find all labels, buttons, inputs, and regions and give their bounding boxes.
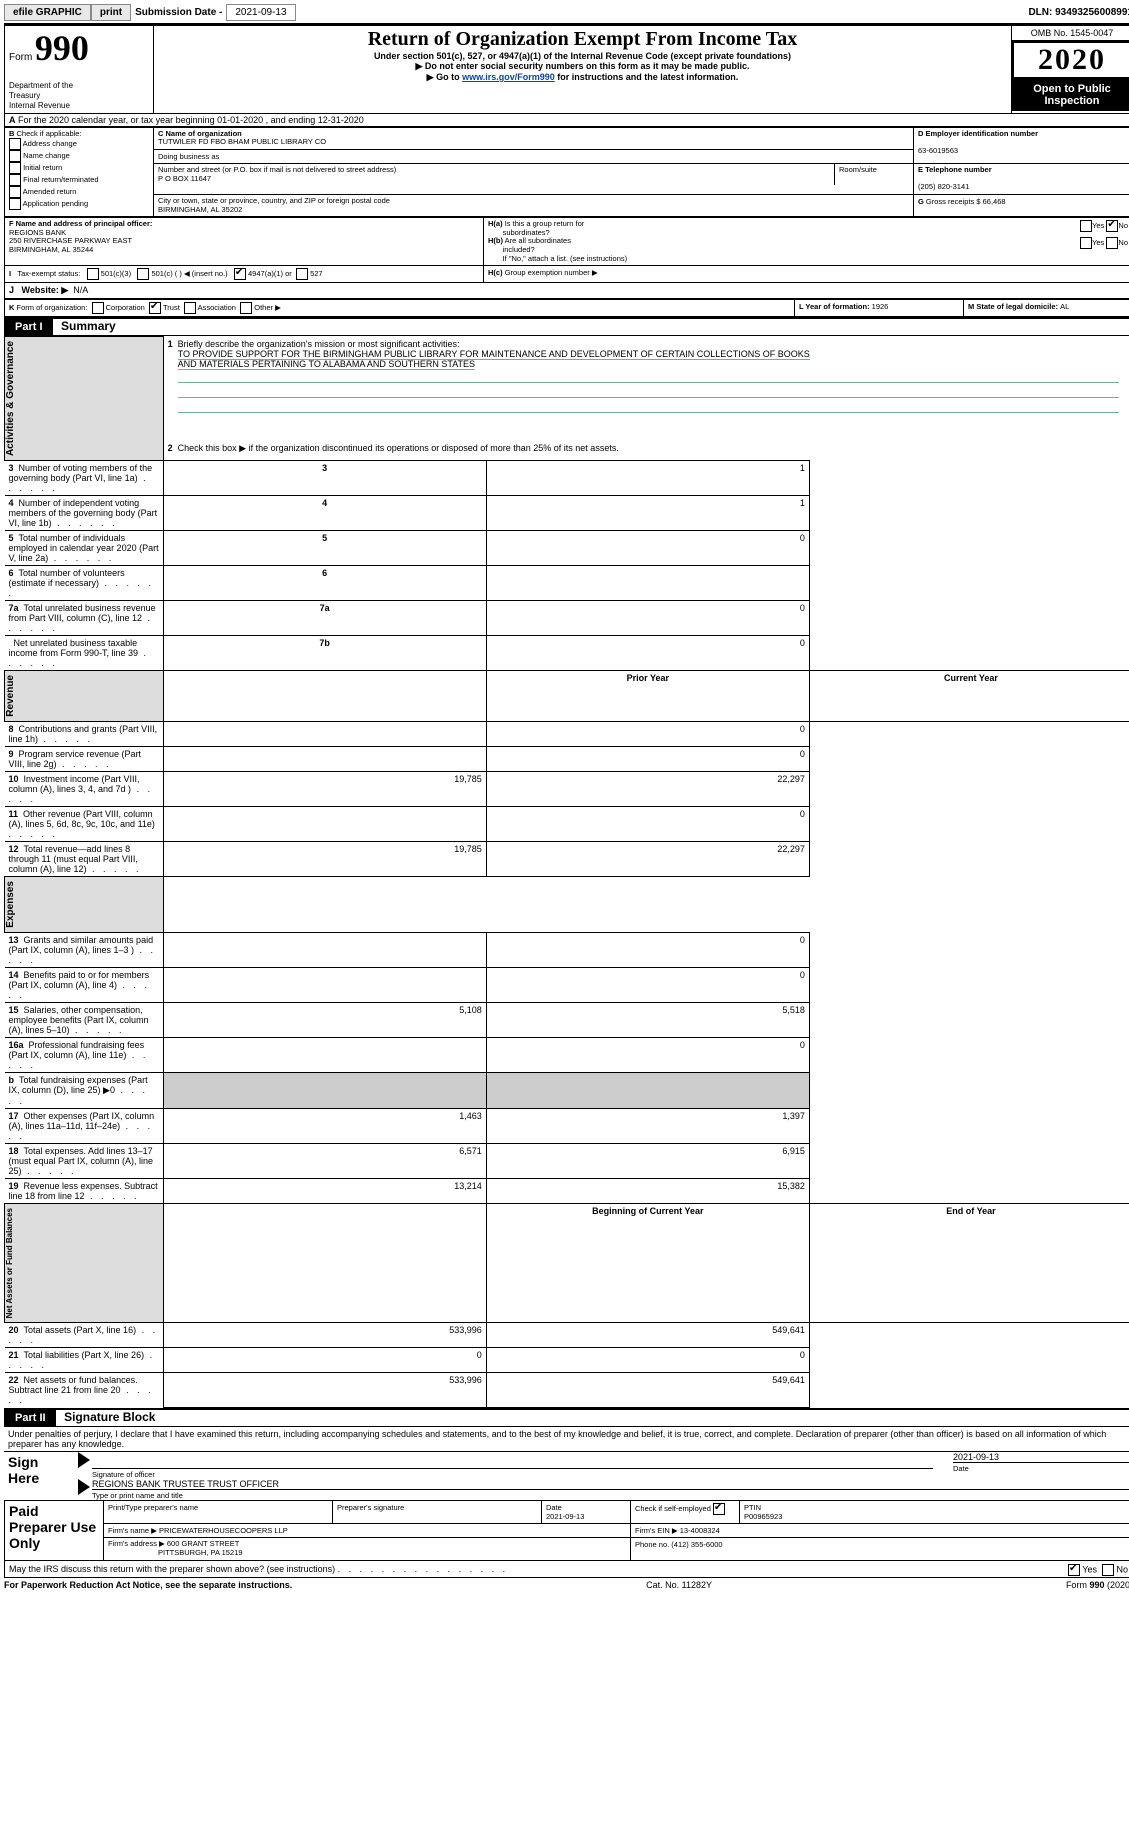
mission-text2: AND MATERIALS PERTAINING TO ALABAMA AND … [178, 359, 475, 370]
arrow-icon [78, 1452, 90, 1468]
data-row: 22 Net assets or fund balances. Subtract… [5, 1373, 1129, 1408]
arrow-icon [78, 1479, 90, 1495]
gov-row: 7a Total unrelated business revenue from… [5, 601, 1129, 636]
topbar: efile GRAPHIC print Submission Date - 20… [4, 4, 1129, 21]
tax-year: 2020 [1038, 43, 1106, 76]
footer: For Paperwork Reduction Act Notice, see … [4, 1580, 1129, 1590]
subdate-label: Submission Date - [135, 7, 222, 18]
part1-label: Part I [5, 319, 53, 335]
box-c-name: C Name of organization TUTWILER FD FBO B… [154, 127, 914, 149]
mission-text1: TO PROVIDE SUPPORT FOR THE BIRMINGHAM PU… [178, 349, 810, 360]
discuss: May the IRS discuss this return with the… [4, 1561, 1129, 1578]
pt-self: Check if self-employed [631, 1501, 740, 1524]
data-row: 12 Total revenue—add lines 8 through 11 … [5, 842, 1129, 877]
dln: DLN: 93493256008991 [1028, 7, 1129, 18]
firm-addr: Firm's address ▶ 600 GRANT STREET PITTSB… [104, 1538, 631, 1560]
gov-row: 3 Number of voting members of the govern… [5, 461, 1129, 496]
pt-date: Date2021-09-13 [542, 1501, 631, 1524]
subdate: 2021-09-13 [226, 4, 295, 21]
data-row: 8 Contributions and grants (Part VIII, l… [5, 722, 1129, 747]
line-a: A For the 2020 calendar year, or tax yea… [4, 114, 1129, 127]
firm-phone: Phone no. (412) 355-6000 [631, 1538, 1129, 1560]
form-number: 990 [35, 28, 89, 68]
part2-title: Signature Block [58, 1408, 161, 1426]
data-row: 14 Benefits paid to or for members (Part… [5, 967, 1129, 1002]
side-rev: Revenue [5, 671, 16, 721]
part2-label: Part II [5, 1410, 56, 1426]
gov-row: 6 Total number of volunteers (estimate i… [5, 566, 1129, 601]
pt-name: Print/Type preparer's name [104, 1501, 333, 1524]
box-f: F Name and address of principal officer:… [5, 218, 484, 266]
col-prior: Prior Year [486, 671, 809, 722]
data-row: 9 Program service revenue (Part VIII, li… [5, 747, 1129, 772]
col-curr: Current Year [809, 671, 1129, 722]
gov-row: Net unrelated business taxable income fr… [5, 636, 1129, 671]
box-h: H(a) Is this a group return for Yes No s… [484, 218, 1129, 266]
col-end: End of Year [809, 1203, 1129, 1322]
box-d: D Employer identification number 63-6019… [914, 127, 1129, 163]
box-g: G Gross receipts $ 66,468 [914, 194, 1129, 216]
form990-link[interactable]: www.irs.gov/Form990 [462, 72, 555, 82]
side-exp: Expenses [5, 877, 16, 932]
gov-row: 5 Total number of individuals employed i… [5, 531, 1129, 566]
sub3: ▶ Go to www.irs.gov/Form990 for instruct… [158, 72, 1007, 83]
mission-label: Briefly describe the organization's miss… [178, 339, 460, 349]
box-c-dba: Doing business as [154, 150, 914, 164]
firm-ein: Firm's EIN ▶ 13-4008324 [631, 1524, 1129, 1538]
data-row: 19 Revenue less expenses. Subtract line … [5, 1178, 1129, 1203]
side-net: Net Assets or Fund Balances [5, 1204, 14, 1322]
data-row: 16a Professional fundraising fees (Part … [5, 1037, 1129, 1072]
sig-date-label: Date [953, 1464, 969, 1473]
box-b: B Check if applicable: Address change Na… [5, 127, 154, 216]
omb: OMB No. 1545-0047 [1012, 26, 1129, 41]
data-row: b Total fundraising expenses (Part IX, c… [5, 1072, 1129, 1108]
sub1: Under section 501(c), 527, or 4947(a)(1)… [158, 51, 1007, 61]
line-k: K Form of organization: Corporation Trus… [5, 300, 795, 317]
data-row: 10 Investment income (Part VIII, column … [5, 772, 1129, 807]
room-suite: Room/suite [835, 164, 913, 185]
data-row: 21 Total liabilities (Part X, line 26) .… [5, 1348, 1129, 1373]
paid-preparer: Paid Preparer Use Only [5, 1501, 104, 1560]
website: J Website: ▶ N/A [4, 283, 1129, 299]
open-public: Open to PublicInspection [1012, 79, 1129, 111]
pt-sig: Preparer's signature [333, 1501, 542, 1524]
data-row: 15 Salaries, other compensation, employe… [5, 1002, 1129, 1037]
officer-name: REGIONS BANK TRUSTEE TRUST OFFICER [92, 1479, 1129, 1490]
declaration: Under penalties of perjury, I declare th… [4, 1427, 1129, 1452]
box-hc: H(c) Group exemption number ▶ [484, 266, 1129, 283]
title: Return of Organization Exempt From Incom… [158, 28, 1007, 51]
firm-name: Firm's name ▶ PRICEWATERHOUSECOOPERS LLP [104, 1524, 631, 1538]
data-row: 11 Other revenue (Part VIII, column (A),… [5, 807, 1129, 842]
pt-ptin: PTINP00965923 [740, 1501, 1129, 1524]
dept-3: Internal Revenue [9, 101, 70, 110]
gov-row: 4 Number of independent voting members o… [5, 496, 1129, 531]
type-name-label: Type or print name and title [92, 1491, 183, 1500]
side-ag: Activities & Governance [5, 337, 16, 460]
part1-title: Summary [55, 317, 122, 335]
box-c-city: City or town, state or province, country… [154, 194, 914, 216]
sig-date: 2021-09-13 [953, 1452, 1129, 1463]
sign-here: Sign Here [4, 1452, 72, 1501]
col-beg: Beginning of Current Year [486, 1203, 809, 1322]
line-2: 2 Check this box ▶ if the organization d… [163, 441, 1129, 461]
sub2: ▶ Do not enter social security numbers o… [158, 61, 1007, 72]
tax-exempt: I Tax-exempt status: 501(c)(3) 501(c) ( … [5, 266, 484, 283]
dept-2: Treasury [9, 91, 40, 100]
print-btn[interactable]: print [91, 4, 131, 21]
data-row: 18 Total expenses. Add lines 13–17 (must… [5, 1143, 1129, 1178]
efile-btn[interactable]: efile GRAPHIC [4, 4, 91, 21]
data-row: 20 Total assets (Part X, line 16) . . . … [5, 1323, 1129, 1348]
sig-officer-label: Signature of officer [92, 1470, 155, 1479]
dept-1: Department of the [9, 81, 73, 90]
box-e: E Telephone number (205) 820-3141 [914, 164, 1129, 195]
data-row: 13 Grants and similar amounts paid (Part… [5, 932, 1129, 967]
form-prefix: Form [9, 52, 32, 63]
box-c-addr: Number and street (or P.O. box if mail i… [154, 164, 835, 185]
line-m: M State of legal domicile: AL [964, 300, 1129, 317]
data-row: 17 Other expenses (Part IX, column (A), … [5, 1108, 1129, 1143]
header-table: Form 990 Department of the Treasury Inte… [4, 25, 1129, 114]
line-l: L Year of formation: 1926 [795, 300, 964, 317]
